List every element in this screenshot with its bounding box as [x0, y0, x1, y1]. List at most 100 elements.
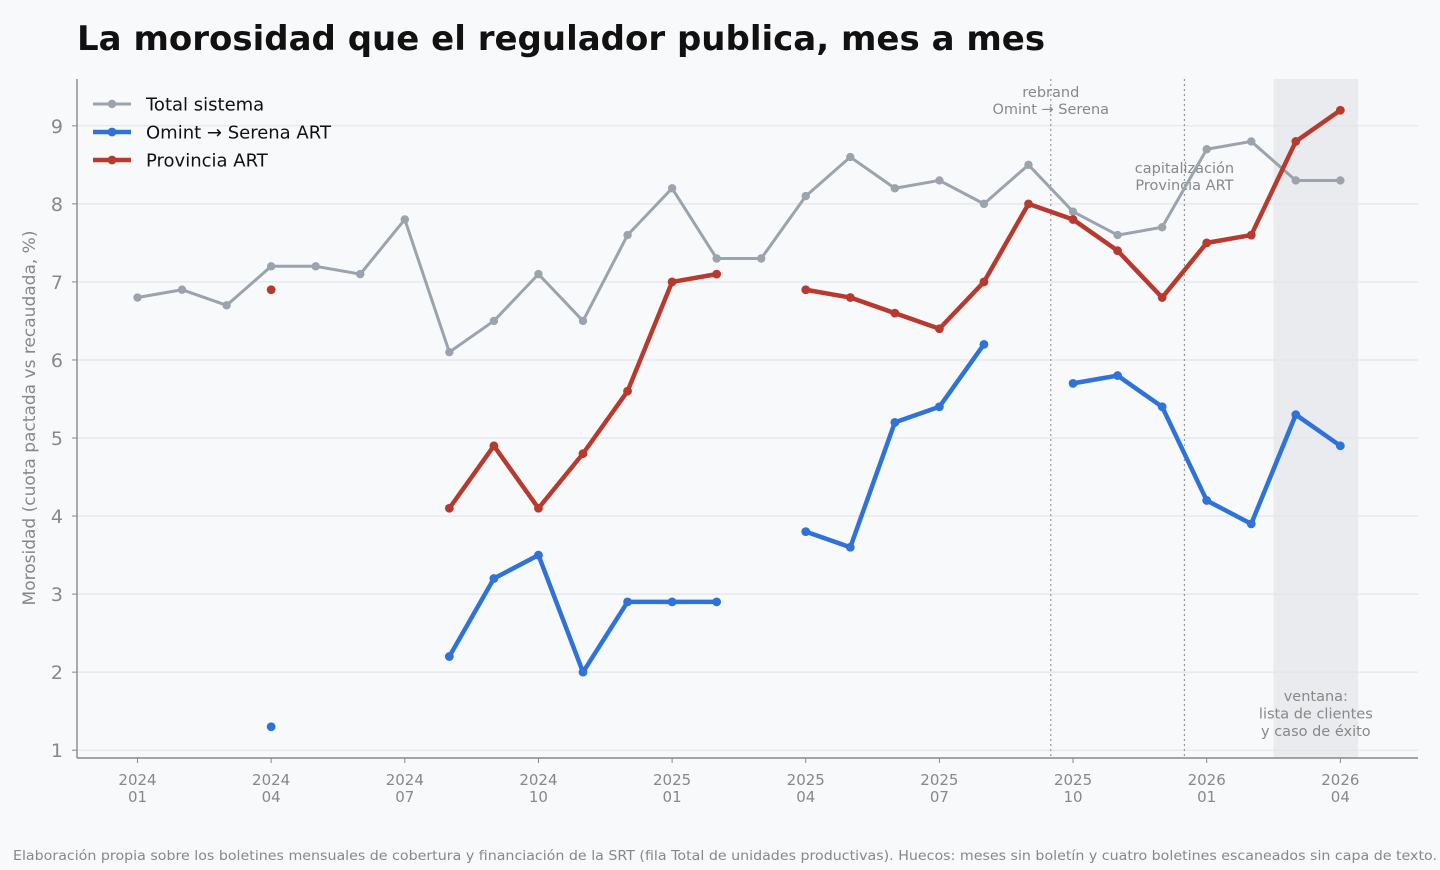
- data-point: [311, 262, 320, 271]
- legend-label: Omint → Serena ART: [146, 123, 332, 144]
- data-point: [801, 191, 810, 201]
- y-tick-label: 3: [51, 584, 63, 606]
- axes: 1234567892024012024042024072024102025012…: [51, 79, 1418, 806]
- data-point: [801, 527, 811, 537]
- data-point: [667, 184, 677, 193]
- x-tick-label-month: 07: [395, 788, 414, 806]
- series-0: [133, 137, 1345, 357]
- data-point: [845, 293, 855, 302]
- window-band: [1273, 79, 1359, 758]
- x-tick-label-month: 10: [529, 788, 548, 806]
- data-point: [979, 277, 989, 287]
- y-axis-label: Morosidad (cuota pactada vs recaudada, %…: [20, 231, 40, 606]
- data-point: [444, 503, 454, 513]
- legend-swatch-marker: [107, 155, 117, 165]
- data-point: [1247, 137, 1256, 146]
- x-tick-label-month: 04: [796, 788, 815, 806]
- data-point: [846, 152, 855, 162]
- data-point: [890, 184, 900, 193]
- data-point: [1113, 371, 1122, 380]
- data-point: [1246, 230, 1256, 240]
- gridlines: [77, 125, 1418, 751]
- data-point: [489, 316, 499, 326]
- legend-label: Provincia ART: [146, 151, 269, 172]
- data-point: [890, 308, 900, 318]
- event-annotation-line: capitalización: [1135, 161, 1234, 177]
- data-point: [1024, 199, 1033, 209]
- y-tick-label: 7: [51, 272, 63, 294]
- window-annotation-line: ventana:: [1284, 689, 1348, 705]
- x-tick-label-month: 04: [262, 788, 281, 806]
- data-point: [712, 254, 721, 263]
- data-point: [1157, 223, 1167, 232]
- y-tick-label: 4: [51, 506, 63, 528]
- data-point: [177, 285, 187, 294]
- data-point: [1157, 293, 1167, 302]
- x-tick-label-year: 2025: [920, 771, 958, 789]
- data-point: [667, 597, 677, 607]
- event-annotation-line: Omint → Serena: [992, 102, 1109, 118]
- data-point: [667, 277, 677, 287]
- data-point: [1157, 402, 1167, 412]
- data-point: [1202, 496, 1212, 505]
- data-point: [890, 418, 900, 427]
- data-point: [712, 269, 722, 279]
- data-point: [935, 324, 944, 334]
- data-point: [935, 176, 944, 185]
- data-point: [445, 347, 454, 357]
- series-1: [266, 339, 1345, 732]
- x-tick-label-month: 10: [1064, 788, 1083, 806]
- series-layer: [133, 105, 1345, 732]
- legend-swatch-marker: [107, 99, 117, 109]
- data-point: [1291, 137, 1301, 146]
- data-point: [489, 574, 499, 583]
- data-point: [266, 285, 276, 295]
- x-tick-label-year: 2025: [1054, 771, 1092, 789]
- footnote: Elaboración propia sobre los boletines m…: [13, 849, 1437, 864]
- data-point: [1024, 160, 1033, 170]
- window-annotation-line: lista de clientes: [1259, 707, 1373, 723]
- data-point: [623, 230, 632, 240]
- data-point: [1202, 238, 1212, 248]
- chart-title: La morosidad que el regulador publica, m…: [77, 19, 1045, 59]
- x-tick-label-year: 2025: [787, 771, 825, 789]
- data-point: [979, 339, 989, 349]
- window-annotation-line: y caso de éxito: [1261, 724, 1371, 740]
- x-tick-label-year: 2024: [386, 771, 424, 789]
- data-point: [623, 386, 632, 396]
- series-2: [266, 105, 1345, 513]
- series-line-segment: [136, 139, 1342, 354]
- data-point: [578, 316, 588, 326]
- data-point: [1068, 207, 1078, 216]
- data-point: [1202, 145, 1211, 154]
- data-point: [1335, 105, 1345, 115]
- x-tick-label-year: 2026: [1188, 771, 1226, 789]
- x-tick-label-year: 2024: [252, 771, 290, 789]
- data-point: [578, 449, 588, 459]
- x-tick-label-month: 07: [930, 788, 949, 806]
- y-tick-label: 8: [51, 194, 63, 216]
- legend-swatch-marker: [107, 127, 117, 137]
- data-point: [444, 652, 454, 661]
- y-tick-label: 9: [51, 116, 63, 138]
- data-point: [712, 597, 722, 607]
- x-tick-label-year: 2024: [519, 771, 557, 789]
- x-tick-label-month: 01: [1197, 788, 1216, 806]
- data-point: [623, 597, 632, 607]
- data-point: [1291, 410, 1301, 419]
- data-point: [801, 285, 811, 295]
- series-line-segment: [447, 271, 719, 511]
- x-tick-label-year: 2026: [1321, 771, 1359, 789]
- legend-label: Total sistema: [145, 95, 264, 116]
- data-point: [356, 269, 365, 279]
- data-point: [1113, 230, 1122, 240]
- y-tick-label: 6: [51, 350, 63, 372]
- x-tick-label-month: 01: [663, 788, 682, 806]
- data-point: [133, 293, 142, 302]
- data-point: [1291, 176, 1301, 185]
- data-point: [845, 542, 855, 552]
- data-point: [534, 269, 543, 279]
